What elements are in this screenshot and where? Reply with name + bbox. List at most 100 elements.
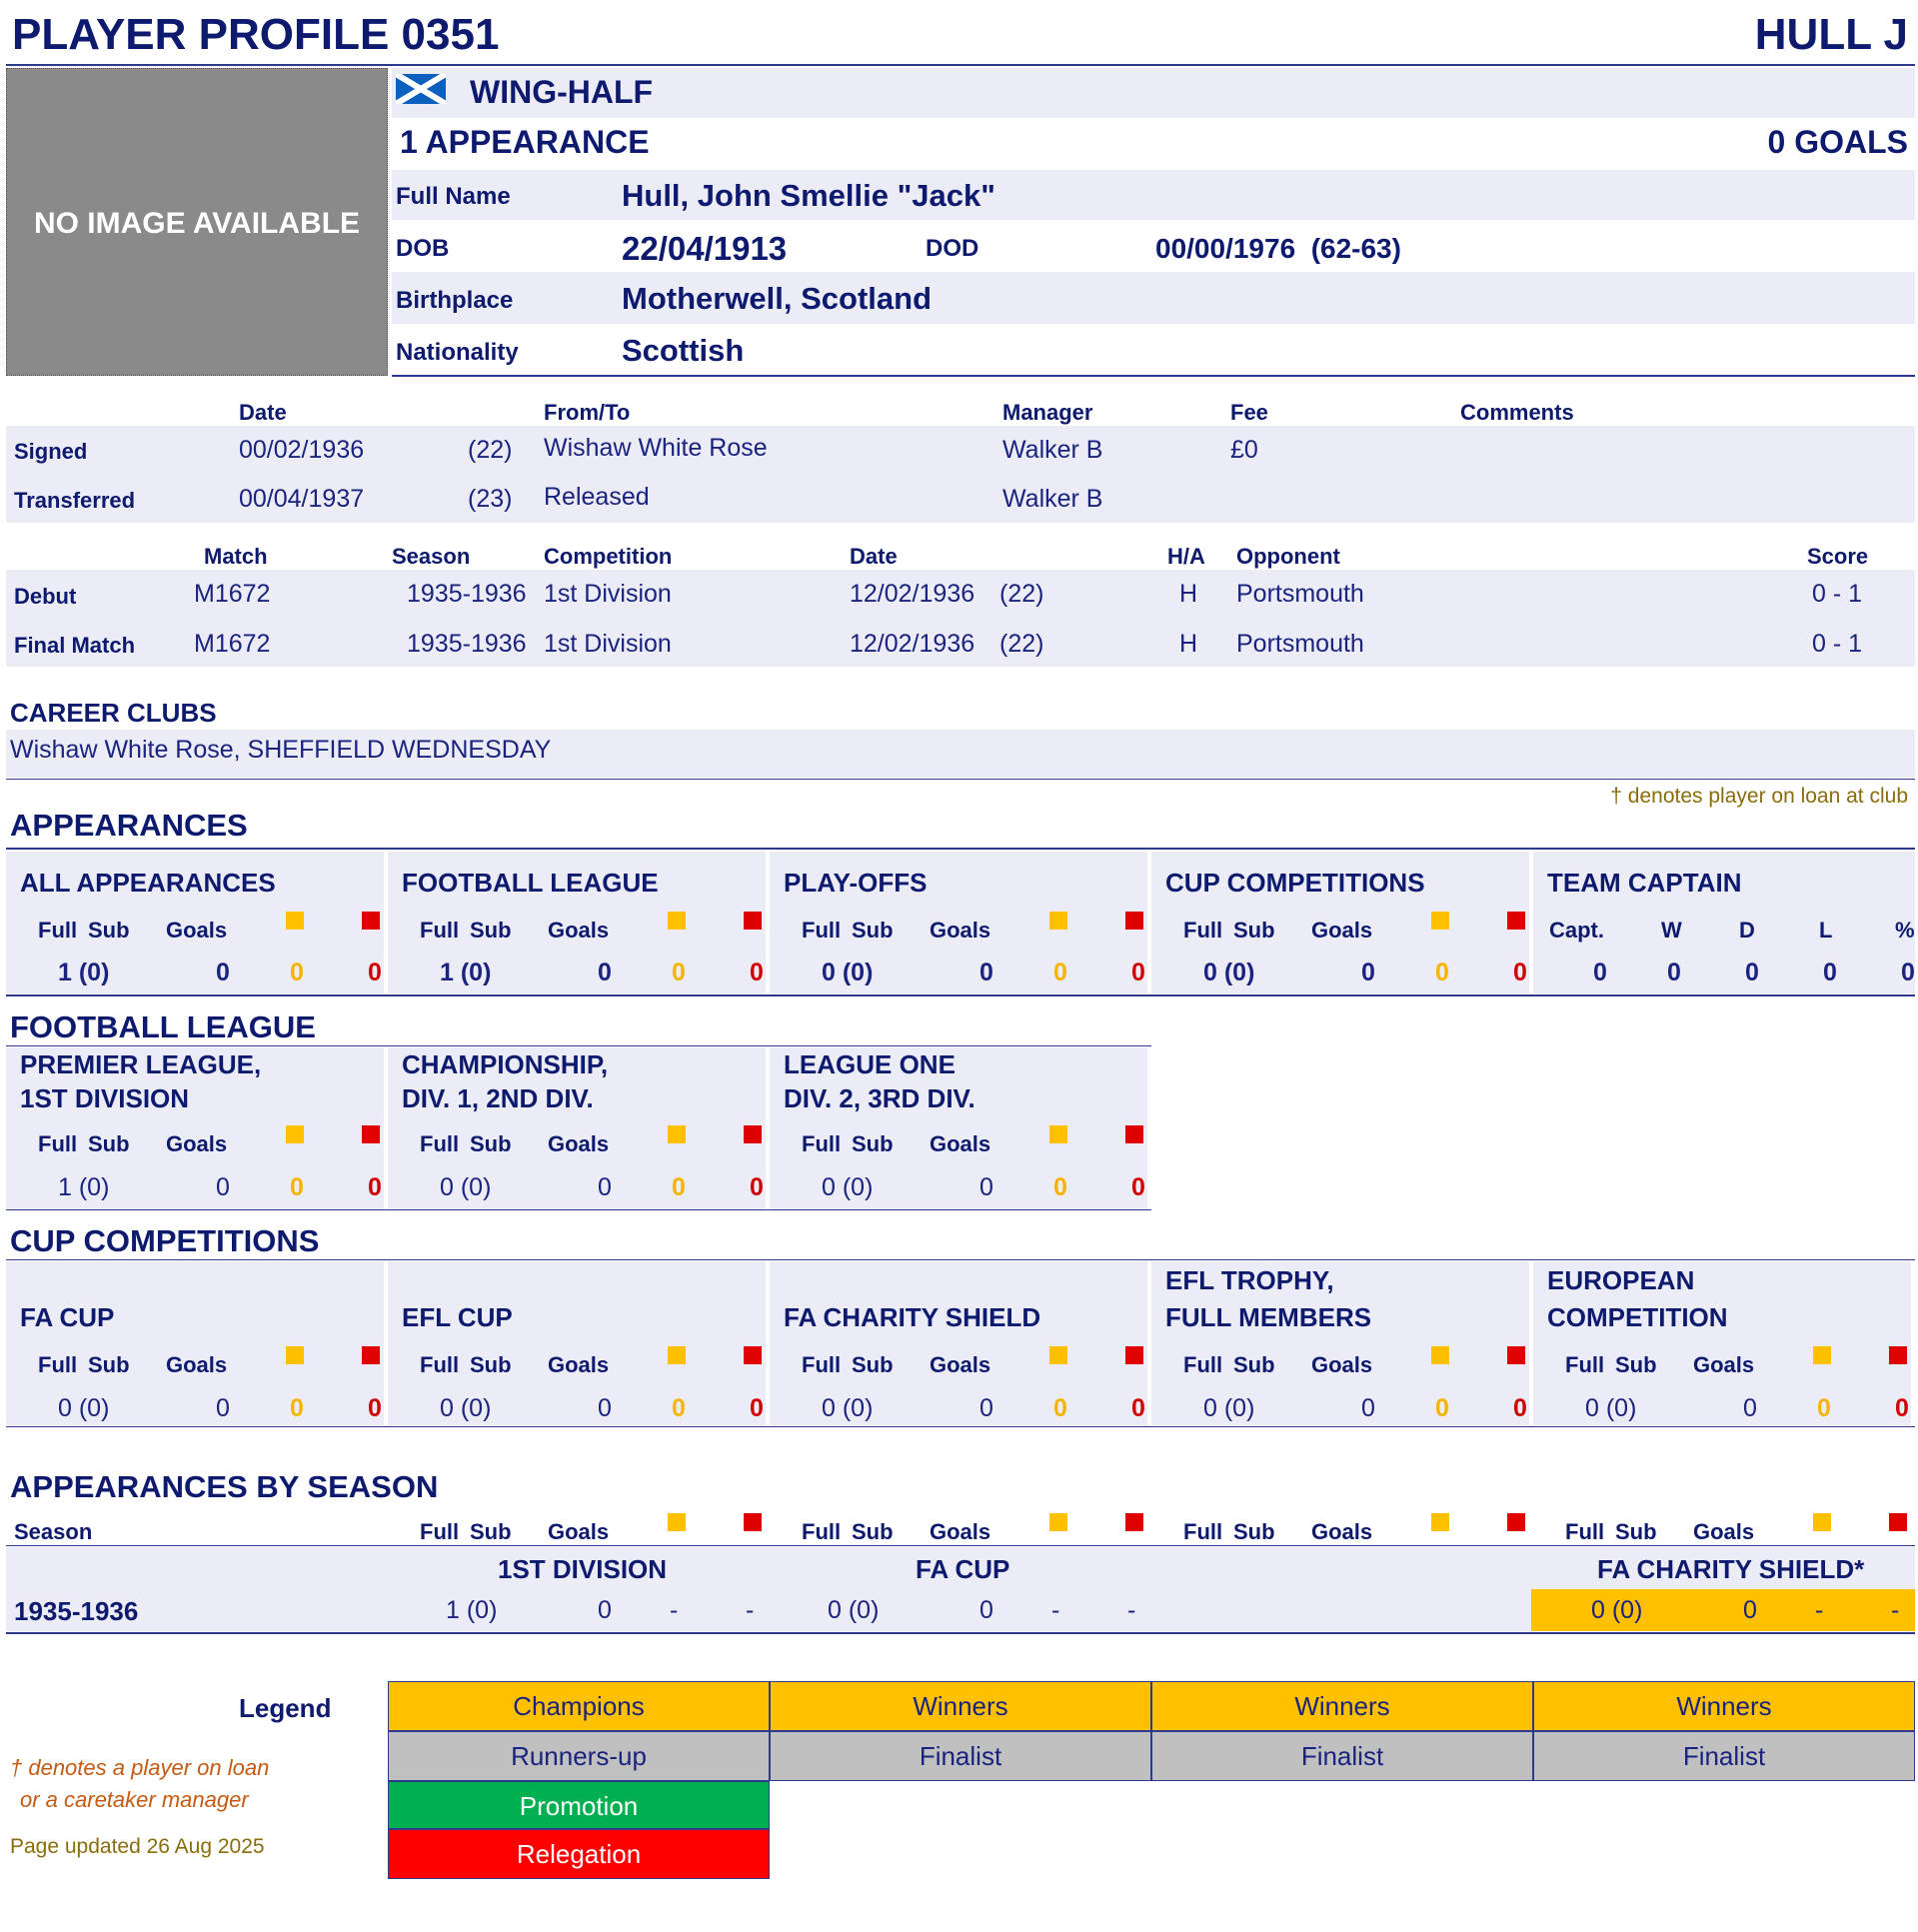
stat-box [1151,1261,1529,1425]
stat-box-title: FA CHARITY SHIELD [784,1302,1041,1332]
goals-col-header: Goals [930,1519,991,1544]
captain-d-header: D [1739,918,1755,943]
stat-box-title: FOOTBALL LEAGUE [402,868,659,898]
season-red-value: - [1891,1596,1900,1624]
full-col-header: Full [420,1352,460,1377]
stat-box-title: COMPETITION [1547,1302,1728,1332]
red-card-icon [1507,1513,1525,1531]
goals-col-header: Goals [1311,1352,1373,1377]
goals-value: 0 [216,1173,230,1201]
stat-box-title: PLAY-OFFS [784,868,928,898]
apps-value: 0 (0) [1203,959,1255,986]
season-apps-value: 0 (0) [1591,1596,1643,1624]
stat-box [388,852,766,993]
no-image-label: NO IMAGE AVAILABLE [33,207,361,240]
goals-value: 0 [979,959,993,986]
transfer-manager-header: Manager [1002,400,1093,425]
debut-match: M1672 [194,580,271,608]
final-score: 0 - 1 [1812,630,1863,658]
stat-box-title: EFL CUP [402,1302,513,1332]
yellow-cards-value: 0 [672,1394,686,1422]
sub-col-header: Sub [1233,1352,1275,1377]
goals-col-header: Goals [166,1352,228,1377]
goals-value: 0 [1361,959,1375,986]
season-header: Season [392,544,471,569]
sub-col-header: Sub [852,1131,894,1156]
yellow-card-icon [1049,1125,1067,1143]
debut-opponent: Portsmouth [1236,580,1364,608]
red-card-icon [1125,1513,1143,1531]
full-col-header: Full [802,1352,842,1377]
goals-col-header: Goals [930,1352,991,1377]
season-apps-value: 0 (0) [828,1596,880,1624]
red-card-icon [1507,912,1525,930]
apps-value: 0 (0) [58,1394,110,1422]
full-col-header: Full [1565,1352,1605,1377]
dob-value: 22/04/1913 [622,230,788,267]
stat-box-title: DIV. 1, 2ND DIV. [402,1083,594,1113]
yellow-cards-value: 0 [290,1173,304,1201]
opponent-header: Opponent [1236,544,1340,569]
captain-d-value: 0 [1745,959,1759,986]
stat-box-title: EFL TROPHY, [1165,1265,1334,1295]
goals-col-header: Goals [548,918,610,943]
dod-label: DOD [926,235,979,262]
red-cards-value: 0 [368,1394,382,1422]
yellow-cards-value: 0 [672,959,686,986]
yellow-card-icon [668,1125,686,1143]
stat-box-title: ALL APPEARANCES [20,868,276,898]
goals-col-header: Goals [1693,1352,1755,1377]
final-season: 1935-1936 [407,630,527,658]
stat-box-title: 1ST DIVISION [20,1083,190,1113]
season-goals-value: 0 [598,1596,612,1624]
red-cards-value: 0 [368,959,382,986]
debut-label: Debut [14,584,77,609]
dob-label: DOB [396,235,450,262]
signed-age: (22) [468,436,513,464]
yellow-card-icon [668,1513,686,1531]
goals-col-header: Goals [930,1131,991,1156]
football-league-title: FOOTBALL LEAGUE [10,1009,316,1044]
page-title: PLAYER PROFILE 0351 [12,10,500,59]
red-card-icon [362,1125,380,1143]
goals-value: 0 [216,1394,230,1422]
captain-l-header: L [1819,918,1833,943]
stat-box [6,1047,384,1209]
legend-finalist-2: Finalist [1151,1731,1533,1781]
sub-col-header: Sub [1233,918,1275,943]
goal-count: 0 GOALS [1767,124,1908,160]
transferred-label: Transferred [14,488,136,513]
goals-col-header: Goals [1311,1519,1373,1544]
final-match-label: Final Match [14,633,136,658]
red-card-icon [1507,1346,1525,1364]
full-col-header: Full [1183,918,1223,943]
page-updated: Page updated 26 Aug 2025 [10,1835,265,1858]
full-col-header: Full [802,1131,842,1156]
goals-value: 0 [598,959,612,986]
nationality-label: Nationality [396,339,519,366]
season-comp-charity-shield: FA CHARITY SHIELD* [1597,1554,1865,1584]
sub-col-header: Sub [1233,1519,1275,1544]
full-name-value: Hull, John Smellie "Jack" [622,178,995,213]
signed-from: Wishaw White Rose [544,434,768,462]
stat-box [770,1261,1147,1425]
yellow-card-icon [1049,1513,1067,1531]
season-goals-value: 0 [1743,1596,1757,1624]
sub-col-header: Sub [852,1352,894,1377]
season-comp-fa-cup: FA CUP [916,1554,1010,1584]
appearances-title: APPEARANCES [10,808,248,843]
sub-col-header: Sub [470,918,512,943]
full-col-header: Full [1565,1519,1605,1544]
stat-box-title: CUP COMPETITIONS [1165,868,1425,898]
charity-shield-winners-cell [1531,1589,1915,1631]
yellow-card-icon [1431,912,1449,930]
yellow-card-icon [668,1346,686,1364]
legend-title: Legend [239,1693,332,1723]
transfer-fee-header: Fee [1230,400,1268,425]
appearance-count: 1 APPEARANCE [400,124,650,160]
stat-box [6,852,384,993]
debut-date: 12/02/1936 [850,580,975,608]
red-card-icon [744,1125,762,1143]
apps-value: 1 (0) [58,1173,110,1201]
goals-col-header: Goals [548,1352,610,1377]
